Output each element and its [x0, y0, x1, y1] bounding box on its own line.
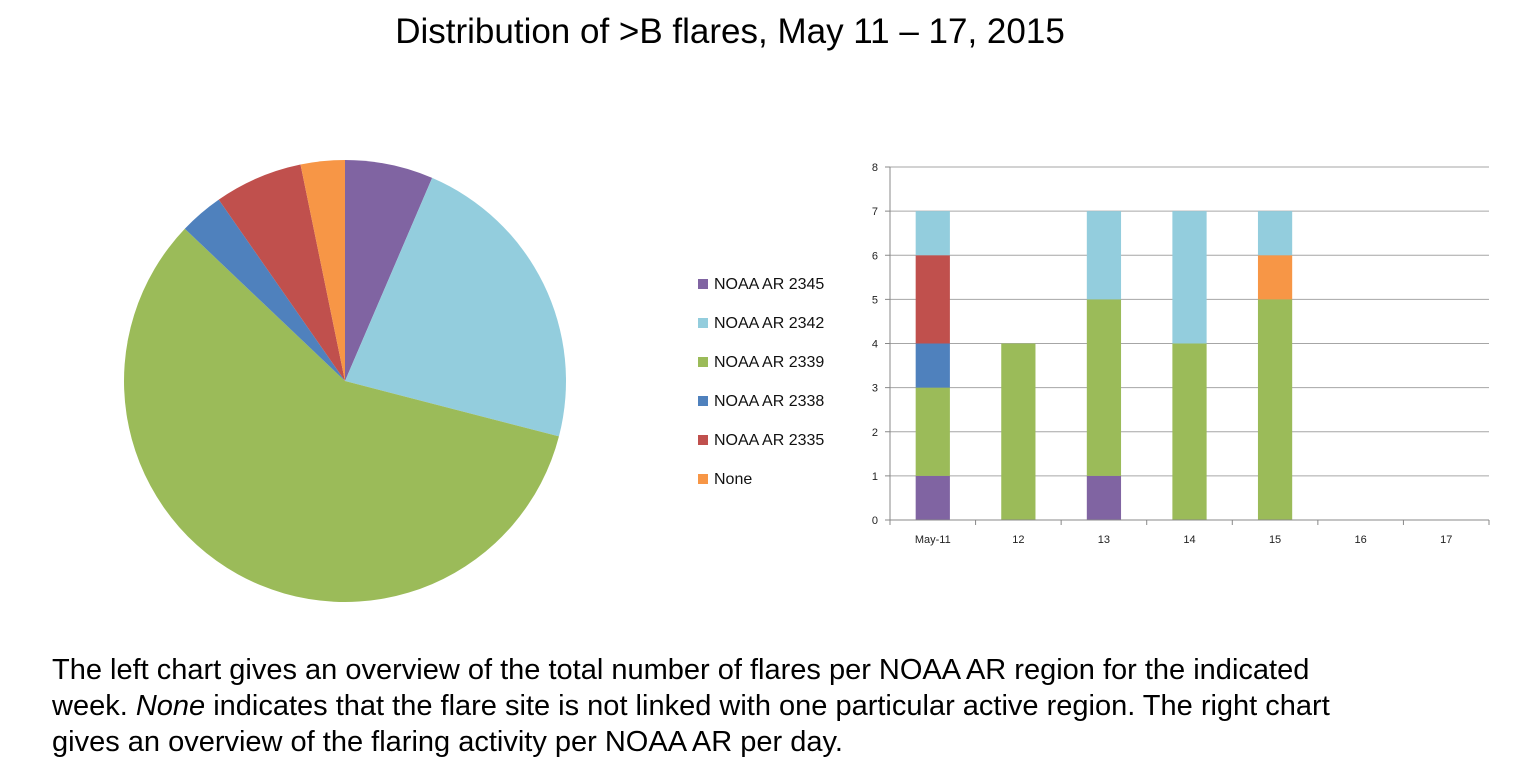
caption-line-2-text-start: week.: [52, 690, 136, 722]
y-tick-label: 8: [872, 162, 878, 174]
caption-line-2: week. None indicates that the flare site…: [52, 688, 1532, 724]
pie-slice-noaa-ar-2345: [345, 160, 433, 381]
bar-segment-noaa-ar-2342-15: [1257, 211, 1293, 256]
legend-label: None: [714, 471, 753, 488]
caption: The left chart gives an overview of the …: [52, 652, 1532, 760]
legend-label: NOAA AR 2342: [714, 315, 825, 332]
pie-slice-noaa-ar-2342: [345, 177, 567, 437]
legend-label: NOAA AR 2335: [714, 432, 825, 449]
bar-segment-none-15: [1257, 255, 1293, 300]
y-tick-label: 6: [872, 250, 878, 262]
pie-slice-none: [300, 160, 345, 381]
pie-chart: [124, 160, 567, 602]
x-tick-label: 13: [1098, 534, 1110, 546]
caption-line-1: The left chart gives an overview of the …: [52, 652, 1532, 688]
bar-segment-noaa-ar-2339-14: [1172, 343, 1207, 520]
x-tick-label: 12: [1012, 534, 1024, 546]
legend-swatch: [698, 474, 708, 484]
x-tick-label: 15: [1269, 534, 1281, 546]
pie-slice-noaa-ar-2339: [124, 228, 559, 602]
y-tick-label: 0: [872, 515, 878, 527]
y-tick-label: 3: [872, 383, 878, 395]
pie-slice-noaa-ar-2335: [218, 164, 345, 381]
caption-line-1-text: The left chart gives an overview of the …: [52, 654, 1310, 686]
bar-segment-noaa-ar-2339-may-11: [915, 387, 950, 476]
bar-segment-noaa-ar-2338-may-11: [915, 343, 950, 388]
y-tick-label: 4: [872, 339, 878, 351]
legend-label: NOAA AR 2338: [714, 393, 825, 410]
page-title: Distribution of >B flares, May 11 – 17, …: [395, 12, 1065, 51]
legend-label: NOAA AR 2345: [714, 276, 825, 293]
y-tick-label: 2: [872, 427, 878, 439]
bar-segment-noaa-ar-2335-may-11: [915, 255, 950, 344]
caption-line-2-text-end: indicates that the flare site is not lin…: [205, 690, 1330, 722]
legend-swatch: [698, 279, 708, 289]
bar-segment-noaa-ar-2339-12: [1001, 343, 1036, 520]
legend-swatch: [698, 396, 708, 406]
caption-line-3-text: gives an overview of the flaring activit…: [52, 726, 843, 758]
bar-segment-noaa-ar-2339-15: [1257, 299, 1293, 520]
x-tick-label: 17: [1440, 534, 1452, 546]
legend-label: NOAA AR 2339: [714, 354, 825, 371]
bar-segment-noaa-ar-2339-13: [1086, 299, 1122, 476]
x-tick-label: 14: [1183, 534, 1195, 546]
x-tick-label: 16: [1355, 534, 1367, 546]
x-tick-label: May-11: [915, 534, 951, 546]
legend-swatch: [698, 435, 708, 445]
legend-swatch: [698, 318, 708, 328]
pie-slice-noaa-ar-2338: [184, 199, 345, 381]
y-tick-label: 7: [872, 206, 878, 218]
y-tick-label: 5: [872, 294, 878, 306]
bar-segment-noaa-ar-2342-13: [1086, 211, 1122, 300]
bar-segment-noaa-ar-2345-may-11: [915, 475, 950, 520]
bar-segment-noaa-ar-2345-13: [1086, 475, 1122, 520]
bar-segment-noaa-ar-2342-may-11: [915, 211, 950, 256]
legend-swatch: [698, 357, 708, 367]
bar-segment-noaa-ar-2342-14: [1172, 211, 1207, 344]
caption-line-3: gives an overview of the flaring activit…: [52, 724, 1532, 760]
y-tick-label: 1: [872, 471, 878, 483]
caption-none-term: None: [135, 690, 206, 722]
